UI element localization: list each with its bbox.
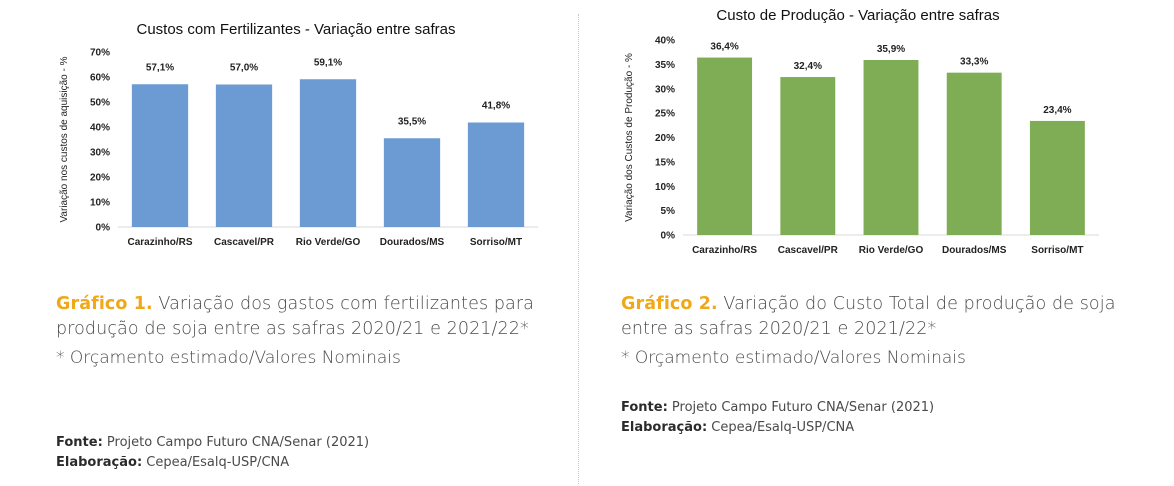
elab-left-line: Elaboração: Cepea/Esalq-USP/CNA (56, 453, 369, 473)
source-right-value: Projeto Campo Futuro CNA/Senar (2021) (667, 400, 935, 415)
left-chart-category-label: Rio Verde/GO (296, 237, 361, 248)
right-chart-ytick-label: 10% (655, 182, 675, 193)
source-right-label: Fonte: (621, 400, 668, 415)
elab-left-value: Cepea/Esalq-USP/CNA (142, 455, 290, 470)
caption-left: Gráfico 1. Variação dos gastos com ferti… (56, 292, 536, 371)
elab-left-label: Elaboração: (56, 455, 143, 470)
left-chart-category-label: Sorriso/MT (470, 237, 522, 248)
right-chart-ytick-label: 40% (655, 36, 675, 47)
source-right-line: Fonte: Projeto Campo Futuro CNA/Senar (2… (621, 398, 934, 418)
left-chart-category-label: Dourados/MS (380, 237, 445, 248)
left-chart-value-label: 35,5% (398, 116, 426, 127)
caption-left-note: * Orçamento estimado/Valores Nominais (56, 348, 401, 368)
left-chart-ytick-label: 30% (90, 148, 110, 159)
elab-right-label: Elaboração: (621, 420, 708, 435)
source-left-value: Projeto Campo Futuro CNA/Senar (2021) (102, 435, 370, 450)
right-chart-category-label: Cascavel/PR (778, 245, 839, 256)
right-chart-ytick-label: 20% (655, 133, 675, 144)
production-cost-chart: Custo de Produção - Variação entre safra… (615, 0, 1110, 262)
right-chart-ytick-label: 35% (655, 60, 675, 71)
divider (578, 14, 579, 484)
left-chart-ytick-label: 20% (90, 173, 110, 184)
left-chart-ytick-label: 40% (90, 123, 110, 134)
left-chart-value-label: 59,1% (314, 57, 342, 68)
left-chart-title: Custos com Fertilizantes - Variação entr… (136, 21, 455, 38)
elab-right-value: Cepea/Esalq-USP/CNA (707, 420, 855, 435)
left-chart-value-label: 57,1% (146, 62, 174, 73)
right-chart-ytick-label: 30% (655, 84, 675, 95)
right-chart-value-label: 32,4% (794, 61, 822, 72)
left-chart-ytick-label: 60% (90, 73, 110, 84)
left-chart-ylabel: Variação nos custos de aquisição - % (59, 56, 70, 222)
elab-right-line: Elaboração: Cepea/Esalq-USP/CNA (621, 418, 934, 438)
caption-right-text: Gráfico 2. Variação do Custo Total de pr… (621, 292, 1116, 342)
left-chart-category-label: Cascavel/PR (214, 237, 275, 248)
right-chart-bar (780, 77, 836, 235)
left-chart-category-label: Carazinho/RS (127, 237, 192, 248)
right-chart-bar (1029, 120, 1085, 235)
right-chart-category-label: Rio Verde/GO (859, 245, 924, 256)
right-chart-ytick-label: 25% (655, 109, 675, 120)
right-chart-ytick-label: 5% (661, 206, 676, 217)
right-chart-ylabel: Variação dos Custos de Produção - % (624, 53, 635, 222)
left-chart-bar (215, 84, 273, 227)
left-chart-bar (299, 79, 357, 227)
fertilizer-cost-chart: Custos com Fertilizantes - Variação entr… (50, 12, 545, 258)
right-chart-category-label: Carazinho/RS (692, 245, 757, 256)
right-chart-value-label: 36,4% (710, 42, 738, 53)
left-chart-bar (131, 84, 189, 227)
source-left-label: Fonte: (56, 435, 103, 450)
left-chart-ytick-label: 10% (90, 198, 110, 209)
left-chart-value-label: 41,8% (482, 101, 510, 112)
caption-left-text: Gráfico 1. Variação dos gastos com ferti… (56, 292, 536, 342)
source-right: Fonte: Projeto Campo Futuro CNA/Senar (2… (621, 398, 934, 438)
caption-right-note: * Orçamento estimado/Valores Nominais (621, 348, 966, 368)
right-chart-category-label: Dourados/MS (942, 245, 1007, 256)
source-left-line: Fonte: Projeto Campo Futuro CNA/Senar (2… (56, 433, 369, 453)
left-chart-bar (467, 122, 525, 227)
right-chart-bar (946, 72, 1002, 235)
caption-right-body: Variação do Custo Total de produção de s… (621, 294, 1116, 339)
caption-left-label: Gráfico 1. (56, 294, 153, 314)
left-chart-value-label: 57,0% (230, 63, 258, 74)
right-chart-bar (697, 57, 753, 235)
caption-right: Gráfico 2. Variação do Custo Total de pr… (621, 292, 1116, 371)
right-chart-ytick-label: 0% (661, 231, 676, 242)
caption-left-body: Variação dos gastos com fertilizantes pa… (56, 294, 534, 339)
right-chart-bar (863, 59, 919, 235)
source-left: Fonte: Projeto Campo Futuro CNA/Senar (2… (56, 433, 369, 473)
right-chart-ytick-label: 15% (655, 157, 675, 168)
right-chart-title: Custo de Produção - Variação entre safra… (716, 7, 999, 24)
caption-right-label: Gráfico 2. (621, 294, 718, 314)
right-chart-value-label: 35,9% (877, 44, 905, 55)
right-chart-value-label: 23,4% (1043, 105, 1071, 116)
left-chart-bar (383, 138, 441, 227)
left-chart-ytick-label: 0% (96, 223, 111, 234)
left-chart-ytick-label: 70% (90, 48, 110, 59)
right-chart-category-label: Sorriso/MT (1031, 245, 1083, 256)
left-chart-ytick-label: 50% (90, 98, 110, 109)
right-chart-value-label: 33,3% (960, 57, 988, 68)
